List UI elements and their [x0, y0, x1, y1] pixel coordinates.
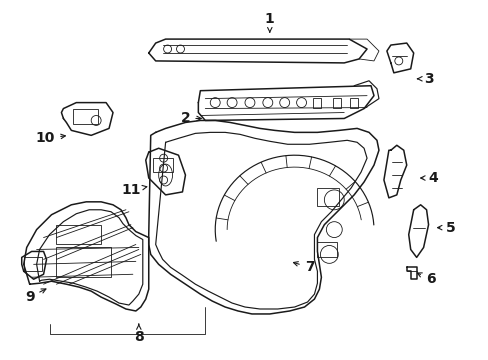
- Bar: [313, 98, 321, 108]
- Text: 1: 1: [264, 12, 274, 32]
- Text: 8: 8: [134, 324, 143, 344]
- Text: 11: 11: [121, 183, 146, 197]
- Bar: [333, 98, 341, 108]
- Text: 3: 3: [417, 72, 432, 86]
- Bar: [349, 98, 357, 108]
- Bar: [56, 225, 101, 244]
- Bar: [317, 188, 339, 206]
- Bar: [152, 158, 172, 172]
- Text: 7: 7: [293, 260, 314, 274]
- Bar: [56, 247, 111, 277]
- Text: 9: 9: [25, 289, 46, 304]
- Bar: [317, 242, 337, 257]
- Text: 2: 2: [180, 112, 201, 126]
- Text: 4: 4: [420, 171, 438, 185]
- Text: 6: 6: [416, 272, 434, 286]
- Text: 5: 5: [437, 221, 454, 235]
- Bar: [24, 257, 41, 271]
- Bar: [73, 109, 98, 125]
- Text: 10: 10: [36, 131, 65, 145]
